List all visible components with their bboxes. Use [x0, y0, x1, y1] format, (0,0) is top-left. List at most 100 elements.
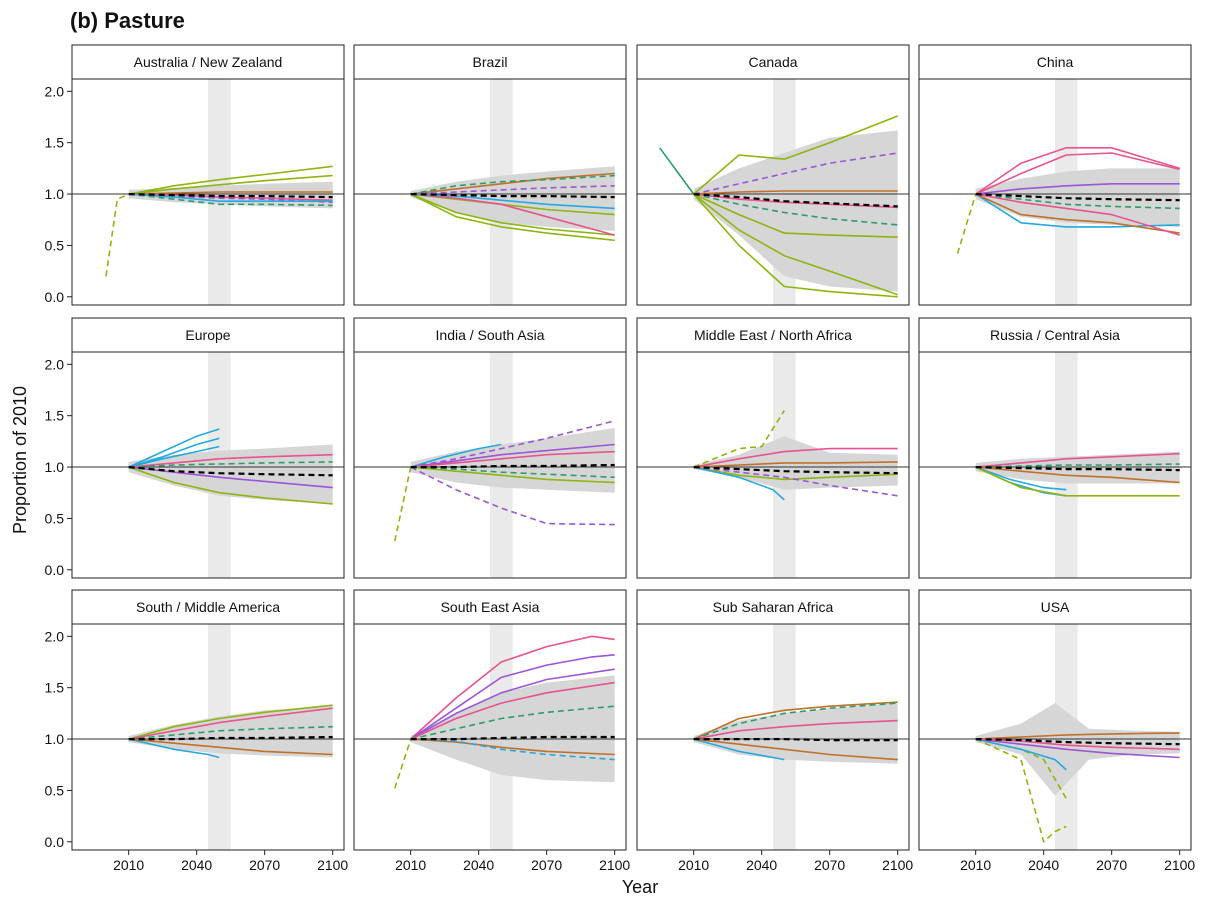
plot-area	[354, 79, 626, 305]
y-tick-label: 0.0	[45, 289, 65, 305]
series-line	[693, 702, 898, 740]
series-line	[693, 466, 785, 501]
x-tick-label: 2040	[463, 857, 494, 873]
x-tick-label: 2100	[317, 857, 348, 873]
series-line	[128, 174, 333, 195]
y-tick-label: 0.5	[45, 237, 65, 253]
series-line	[410, 466, 615, 484]
plot-area	[72, 624, 344, 850]
series-line	[410, 681, 615, 740]
y-tick-label: 2.0	[45, 83, 65, 99]
series-line	[975, 466, 1180, 472]
uncertainty-ribbon	[410, 428, 615, 493]
panel: Brazil	[353, 44, 627, 306]
series-line	[128, 725, 333, 740]
uncertainty-ribbon	[410, 675, 615, 783]
panel-title: USA	[1041, 599, 1070, 615]
series-line	[128, 738, 220, 759]
plot-area	[919, 624, 1191, 850]
series-line	[975, 738, 1067, 843]
figure-title: (b) Pasture	[70, 8, 185, 33]
panel-title: Australia / New Zealand	[134, 54, 283, 70]
series-line	[128, 191, 333, 195]
panel-title: China	[1037, 54, 1074, 70]
panel-title: India / South Asia	[436, 327, 545, 343]
panel-title: Russia / Central Asia	[990, 327, 1120, 343]
series-line	[975, 147, 1180, 195]
series-line	[975, 466, 1180, 484]
plot-area	[919, 79, 1191, 305]
series-line	[410, 705, 615, 740]
series-line	[693, 193, 898, 208]
x-axis-label: Year	[622, 877, 658, 897]
series-line	[394, 466, 412, 542]
y-tick-label: 1.0	[45, 731, 65, 747]
series-line	[975, 732, 1180, 740]
y-tick-label: 0.5	[45, 510, 65, 526]
x-tick-label: 2070	[814, 857, 845, 873]
y-tick-label: 2.0	[45, 356, 65, 372]
panel-title: South East Asia	[441, 599, 540, 615]
series-line	[693, 466, 898, 475]
plot-border	[71, 351, 345, 579]
panel-strip	[71, 44, 345, 80]
series-line	[410, 668, 615, 740]
series-line	[693, 738, 898, 761]
plot-area	[354, 624, 626, 850]
series-line	[128, 193, 333, 207]
series-line	[410, 735, 615, 741]
panel: Russia / Central Asia	[918, 317, 1192, 579]
plot-border	[636, 78, 910, 306]
plot-border	[918, 78, 1192, 306]
panel: South East Asia 2010 2040 2070 2100	[353, 589, 630, 873]
plot-border	[353, 351, 627, 579]
series-line	[128, 193, 333, 202]
series-line	[128, 437, 220, 468]
series-line	[128, 704, 333, 740]
panel-title: Canada	[748, 54, 797, 70]
series-line	[410, 193, 615, 236]
series-line	[693, 719, 898, 740]
series-line	[693, 447, 898, 468]
uncertainty-ribbon	[693, 703, 898, 764]
series-line	[410, 466, 615, 479]
plot-border	[636, 351, 910, 579]
x-tick-label: 2070	[531, 857, 562, 873]
plot-area	[72, 79, 344, 305]
series-line	[410, 193, 615, 242]
plot-area	[919, 352, 1191, 578]
series-line	[975, 193, 1180, 236]
panel-strip	[636, 589, 910, 625]
plot-border	[918, 351, 1192, 579]
series-line	[128, 193, 333, 199]
series-line	[693, 461, 898, 468]
panel-strip	[918, 44, 1192, 80]
series-line	[128, 466, 333, 477]
x-tick-label: 2010	[678, 857, 709, 873]
x-tick-label: 2070	[1096, 857, 1127, 873]
y-tick-label: 2.0	[45, 628, 65, 644]
panel: Sub Saharan Africa 2010 2040 2070 2100	[636, 589, 913, 873]
panel-strip	[71, 317, 345, 353]
series-line	[105, 193, 130, 277]
series-line	[693, 193, 898, 226]
series-line	[128, 466, 333, 505]
y-axis-label: Proportion of 2010	[10, 386, 30, 534]
y-tick-label: 1.5	[45, 408, 65, 424]
panel-title: Europe	[185, 327, 230, 343]
series-line	[693, 115, 898, 195]
x-tick-label: 2010	[960, 857, 991, 873]
panel-title: Sub Saharan Africa	[713, 599, 834, 615]
series-line	[693, 466, 898, 481]
panel: China	[918, 44, 1192, 306]
series-line	[693, 701, 898, 740]
series-line	[693, 738, 785, 761]
series-line	[659, 147, 695, 195]
panel-strip	[636, 317, 910, 353]
panel-title: Middle East / North Africa	[694, 327, 852, 343]
series-line	[410, 654, 615, 740]
series-line	[128, 453, 333, 468]
x-tick-label: 2100	[1164, 857, 1195, 873]
series-line	[410, 738, 615, 761]
uncertainty-ribbon	[693, 130, 898, 292]
